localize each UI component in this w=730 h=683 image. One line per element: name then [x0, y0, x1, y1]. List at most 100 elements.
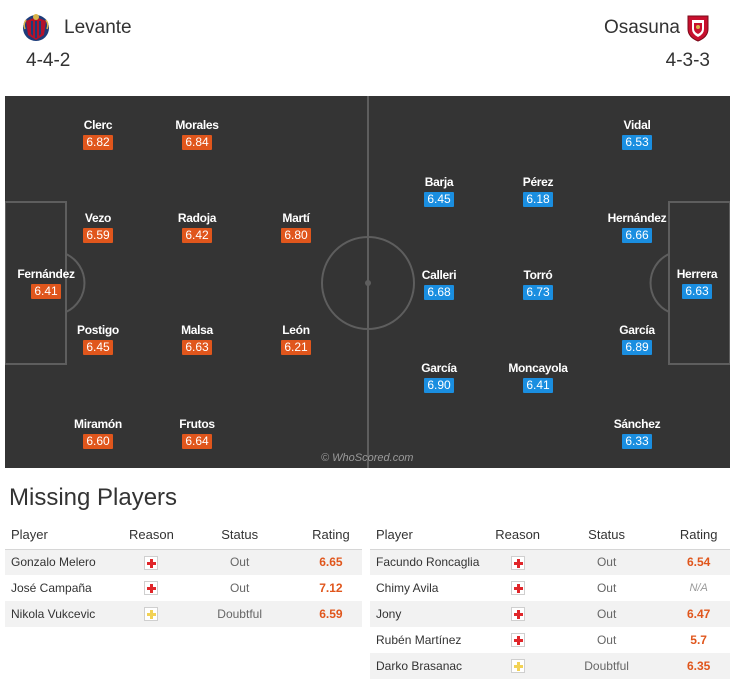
away-player-garcia-def[interactable]: García 6.89: [592, 323, 682, 356]
player-rating: 6.64: [182, 434, 212, 449]
missing-status: Out: [545, 549, 668, 575]
home-player-radoja[interactable]: Radoja 6.42: [152, 211, 242, 244]
player-rating: 6.18: [523, 192, 553, 207]
home-missing-table: Player Reason Status Rating Gonzalo Mele…: [5, 521, 362, 627]
away-player-herrera[interactable]: Herrera 6.63: [652, 267, 730, 300]
player-rating: 6.59: [83, 228, 113, 243]
away-team-name[interactable]: Osasuna: [603, 17, 680, 38]
missing-rating: 5.7: [690, 633, 707, 647]
missing-player-name[interactable]: Jony: [370, 601, 490, 627]
header-status: Status: [179, 521, 300, 550]
missing-status: Out: [179, 549, 300, 575]
player-name: Clerc: [83, 118, 113, 132]
player-name: Fernández: [17, 267, 75, 281]
table-row: Chimy Avila Out N/A: [370, 575, 730, 601]
away-missing-table: Player Reason Status Rating Facundo Ronc…: [370, 521, 730, 679]
player-name: Postigo: [77, 323, 119, 337]
player-rating: 6.66: [622, 228, 652, 243]
away-player-sanchez[interactable]: Sánchez 6.33: [592, 417, 682, 450]
missing-player-name[interactable]: Facundo Roncaglia: [370, 549, 490, 575]
table-row: Nikola Vukcevic Doubtful 6.59: [5, 601, 362, 627]
player-name: Vezo: [84, 211, 112, 225]
table-row: Jony Out 6.47: [370, 601, 730, 627]
player-rating: 6.84: [182, 135, 212, 150]
levante-crest-icon: [23, 14, 49, 41]
missing-player-name[interactable]: Gonzalo Melero: [5, 549, 124, 575]
home-player-miramon[interactable]: Miramón 6.60: [53, 417, 143, 450]
player-rating: 6.63: [682, 284, 712, 299]
home-player-leon[interactable]: León 6.21: [251, 323, 341, 356]
player-name: Martí: [282, 211, 310, 225]
player-rating: 6.80: [281, 228, 311, 243]
header-status: Status: [545, 521, 668, 550]
home-player-fernandez[interactable]: Fernández 6.41: [5, 267, 91, 300]
missing-player-name[interactable]: Rubén Martínez: [376, 633, 462, 647]
header-reason: Reason: [489, 521, 546, 550]
home-player-marti[interactable]: Martí 6.80: [251, 211, 341, 244]
player-rating: 6.41: [31, 284, 61, 299]
table-row: Darko Brasanac Doubtful 6.35: [370, 653, 730, 679]
player-rating: 6.33: [622, 434, 652, 449]
away-player-perez[interactable]: Pérez 6.18: [493, 175, 583, 208]
player-name: Hernández: [607, 211, 667, 225]
player-name: Calleri: [421, 268, 457, 282]
player-name: León: [282, 323, 310, 337]
table-row: Facundo Roncaglia Out 6.54: [370, 549, 730, 575]
player-rating: 6.68: [424, 285, 454, 300]
injury-icon[interactable]: [510, 607, 525, 622]
player-name: García: [421, 361, 457, 375]
away-player-garcia-mid[interactable]: García 6.90: [394, 361, 484, 394]
player-rating: 6.45: [424, 192, 454, 207]
home-player-malsa[interactable]: Malsa 6.63: [152, 323, 242, 356]
missing-rating: 6.35: [667, 653, 730, 679]
injury-icon[interactable]: [144, 581, 159, 596]
player-name: Torró: [523, 268, 553, 282]
player-rating: 6.42: [182, 228, 212, 243]
missing-player-name[interactable]: José Campaña: [11, 581, 92, 595]
player-rating: 6.73: [523, 285, 553, 300]
away-player-vidal[interactable]: Vidal 6.53: [592, 118, 682, 151]
injury-icon[interactable]: [510, 581, 525, 596]
missing-rating: 6.65: [299, 549, 362, 575]
home-player-vezo[interactable]: Vezo 6.59: [53, 211, 143, 244]
player-rating: 6.90: [424, 378, 454, 393]
missing-status: Doubtful: [179, 601, 300, 627]
header-rating: Rating: [299, 521, 362, 550]
away-player-torro[interactable]: Torró 6.73: [493, 268, 583, 301]
missing-player-name[interactable]: Nikola Vukcevic: [5, 601, 124, 627]
missing-rating: 6.59: [299, 601, 362, 627]
player-name: Vidal: [623, 118, 651, 132]
injury-icon[interactable]: [510, 555, 525, 570]
doubtful-icon[interactable]: [510, 659, 525, 674]
player-rating: 6.82: [83, 135, 113, 150]
table-row: José Campaña Out 7.12: [5, 575, 362, 601]
away-formation: 4-3-3: [665, 50, 710, 71]
missing-player-name[interactable]: Darko Brasanac: [370, 653, 490, 679]
injury-icon[interactable]: [144, 555, 159, 570]
away-player-barja[interactable]: Barja 6.45: [394, 175, 484, 208]
injury-icon[interactable]: [510, 633, 525, 648]
player-name: Sánchez: [613, 417, 661, 431]
home-team-name[interactable]: Levante: [64, 17, 132, 38]
home-player-frutos[interactable]: Frutos 6.64: [152, 417, 242, 450]
player-name: Morales: [175, 118, 219, 132]
doubtful-icon[interactable]: [144, 607, 159, 622]
home-player-postigo[interactable]: Postigo 6.45: [53, 323, 143, 356]
away-player-moncayola[interactable]: Moncayola 6.41: [493, 361, 583, 394]
away-player-calleri[interactable]: Calleri 6.68: [394, 268, 484, 301]
home-player-morales[interactable]: Morales 6.84: [152, 118, 242, 151]
missing-status: Out: [229, 581, 250, 595]
player-rating: 6.60: [83, 434, 113, 449]
header-player: Player: [5, 521, 124, 550]
table-row: Rubén Martínez Out 5.7: [370, 627, 730, 653]
pitch-lines: [5, 96, 730, 468]
missing-players-title: Missing Players: [9, 484, 178, 511]
away-player-hernandez[interactable]: Hernández 6.66: [592, 211, 682, 244]
missing-rating: 6.47: [667, 601, 730, 627]
home-player-clerc[interactable]: Clerc 6.82: [53, 118, 143, 151]
player-name: Moncayola: [508, 361, 568, 375]
player-rating: 6.41: [523, 378, 553, 393]
missing-player-name[interactable]: Chimy Avila: [376, 581, 439, 595]
missing-rating: 6.54: [667, 549, 730, 575]
player-name: Miramón: [74, 417, 122, 431]
